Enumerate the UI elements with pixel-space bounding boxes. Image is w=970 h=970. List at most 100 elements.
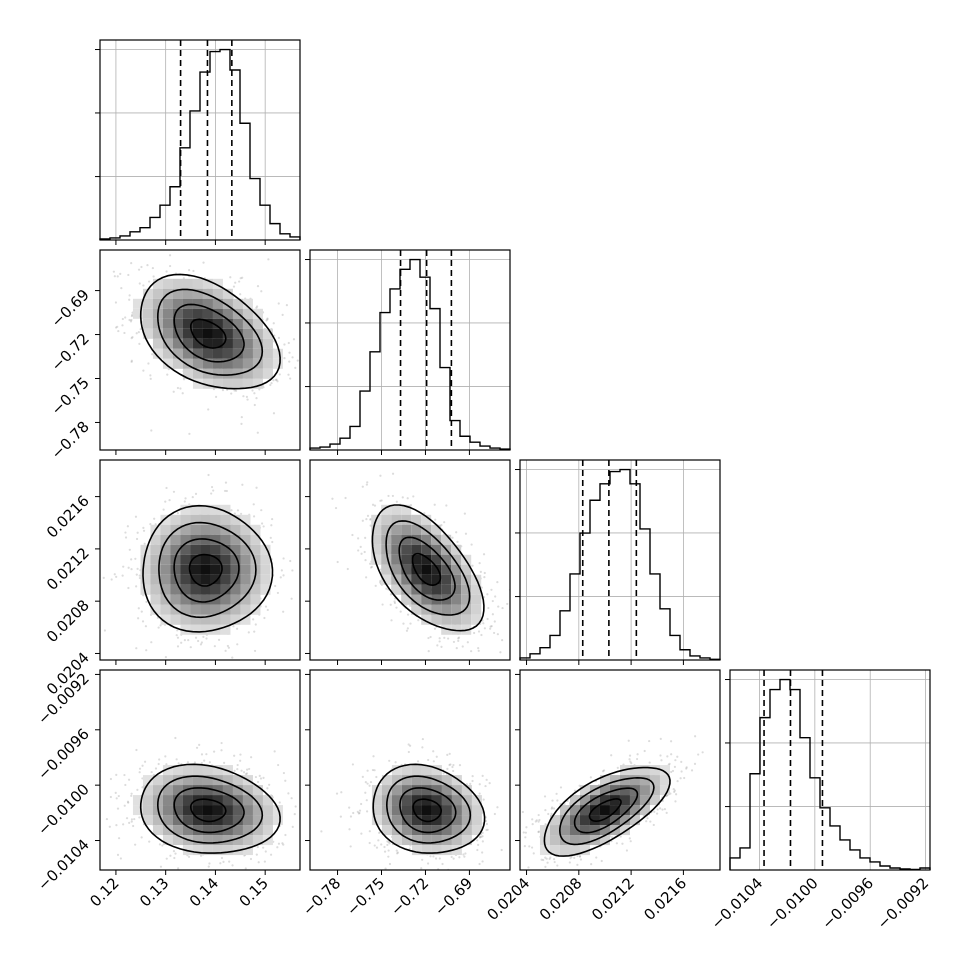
density-cell (192, 775, 203, 786)
sample-point (272, 412, 276, 415)
density-cell (230, 534, 241, 545)
contour-line (371, 504, 485, 632)
density-cell (162, 805, 173, 816)
density-cell (451, 594, 462, 605)
sample-point (150, 770, 153, 774)
density-cell (212, 785, 223, 796)
sample-point (121, 317, 124, 321)
sample-point (368, 841, 371, 845)
density-cell (180, 574, 191, 585)
sample-point (148, 840, 151, 843)
density-cell (192, 835, 203, 846)
sample-point (484, 784, 487, 788)
sample-point (230, 392, 233, 395)
density-cell (142, 795, 153, 806)
sample-point (375, 775, 378, 779)
sample-point (138, 574, 141, 577)
density-cell (172, 298, 183, 309)
density-cell (232, 835, 243, 846)
sample-point (130, 818, 134, 821)
density-cell (212, 278, 223, 289)
density-cell (252, 815, 263, 826)
sample-point (296, 359, 299, 362)
sample-point (373, 844, 376, 847)
density-cell (391, 554, 402, 565)
density-cell (431, 564, 442, 575)
density-cell (190, 514, 201, 525)
density-cell (431, 584, 442, 595)
sample-point (464, 852, 467, 855)
sample-point (438, 637, 441, 640)
sample-point (133, 817, 136, 821)
sample-point (471, 779, 474, 783)
density-cell (222, 288, 233, 299)
contour-line (156, 288, 264, 376)
sample-point (486, 593, 489, 596)
density-cell (202, 338, 213, 349)
sample-point (124, 536, 128, 539)
sample-point (208, 862, 211, 865)
density-cell (180, 534, 191, 545)
sample-point (117, 329, 120, 333)
sample-point (114, 301, 118, 304)
sample-point (260, 509, 263, 512)
density-cell (210, 574, 221, 585)
sample-point (138, 771, 141, 774)
sample-point (288, 351, 291, 354)
sample-point (233, 389, 236, 392)
sample-point (432, 760, 435, 763)
sample-point (457, 637, 460, 640)
sample-point (434, 857, 438, 860)
density-cell (232, 785, 243, 796)
sample-point (451, 765, 454, 769)
density-cell (431, 524, 442, 535)
density-cell (222, 785, 233, 796)
sample-point (135, 585, 138, 588)
density-cell (142, 308, 153, 319)
sample-point (452, 857, 455, 860)
sample-point (485, 822, 489, 826)
density-cell (242, 308, 253, 319)
density-cell (232, 378, 243, 389)
density-cell (182, 805, 193, 816)
sample-point (365, 576, 368, 579)
sample-point (351, 763, 354, 766)
density-cell (160, 564, 171, 575)
sample-point (436, 644, 439, 647)
sample-point (177, 762, 180, 765)
density-cell (250, 544, 261, 555)
density-cell (411, 534, 422, 545)
sample-point (373, 769, 376, 772)
sample-point (380, 499, 383, 502)
sample-point (249, 857, 253, 861)
density-cell (471, 604, 482, 615)
sample-point (121, 574, 124, 577)
sample-point (142, 526, 145, 529)
contour-line (173, 538, 240, 603)
sample-point (405, 629, 409, 632)
density-cell (421, 574, 432, 585)
sample-point (199, 643, 203, 646)
density-cell (170, 564, 181, 575)
sample-point (102, 576, 105, 579)
density-cell (242, 378, 253, 389)
sample-point (134, 843, 137, 846)
sample-point (364, 558, 367, 562)
sample-point (274, 584, 277, 588)
sample-point (457, 636, 461, 639)
sample-point (177, 867, 180, 870)
sample-point (266, 318, 269, 321)
sample-point (129, 320, 133, 323)
sample-point (262, 525, 265, 528)
sample-point (220, 741, 223, 745)
sample-point (140, 836, 143, 839)
sample-point (123, 773, 126, 777)
density-cell (451, 604, 462, 615)
sample-point (232, 285, 236, 288)
sample-point (357, 812, 360, 815)
sample-point (435, 755, 438, 758)
sample-point (275, 378, 278, 381)
sample-point (145, 649, 148, 652)
density-cell (260, 574, 271, 585)
sample-point (203, 759, 206, 762)
